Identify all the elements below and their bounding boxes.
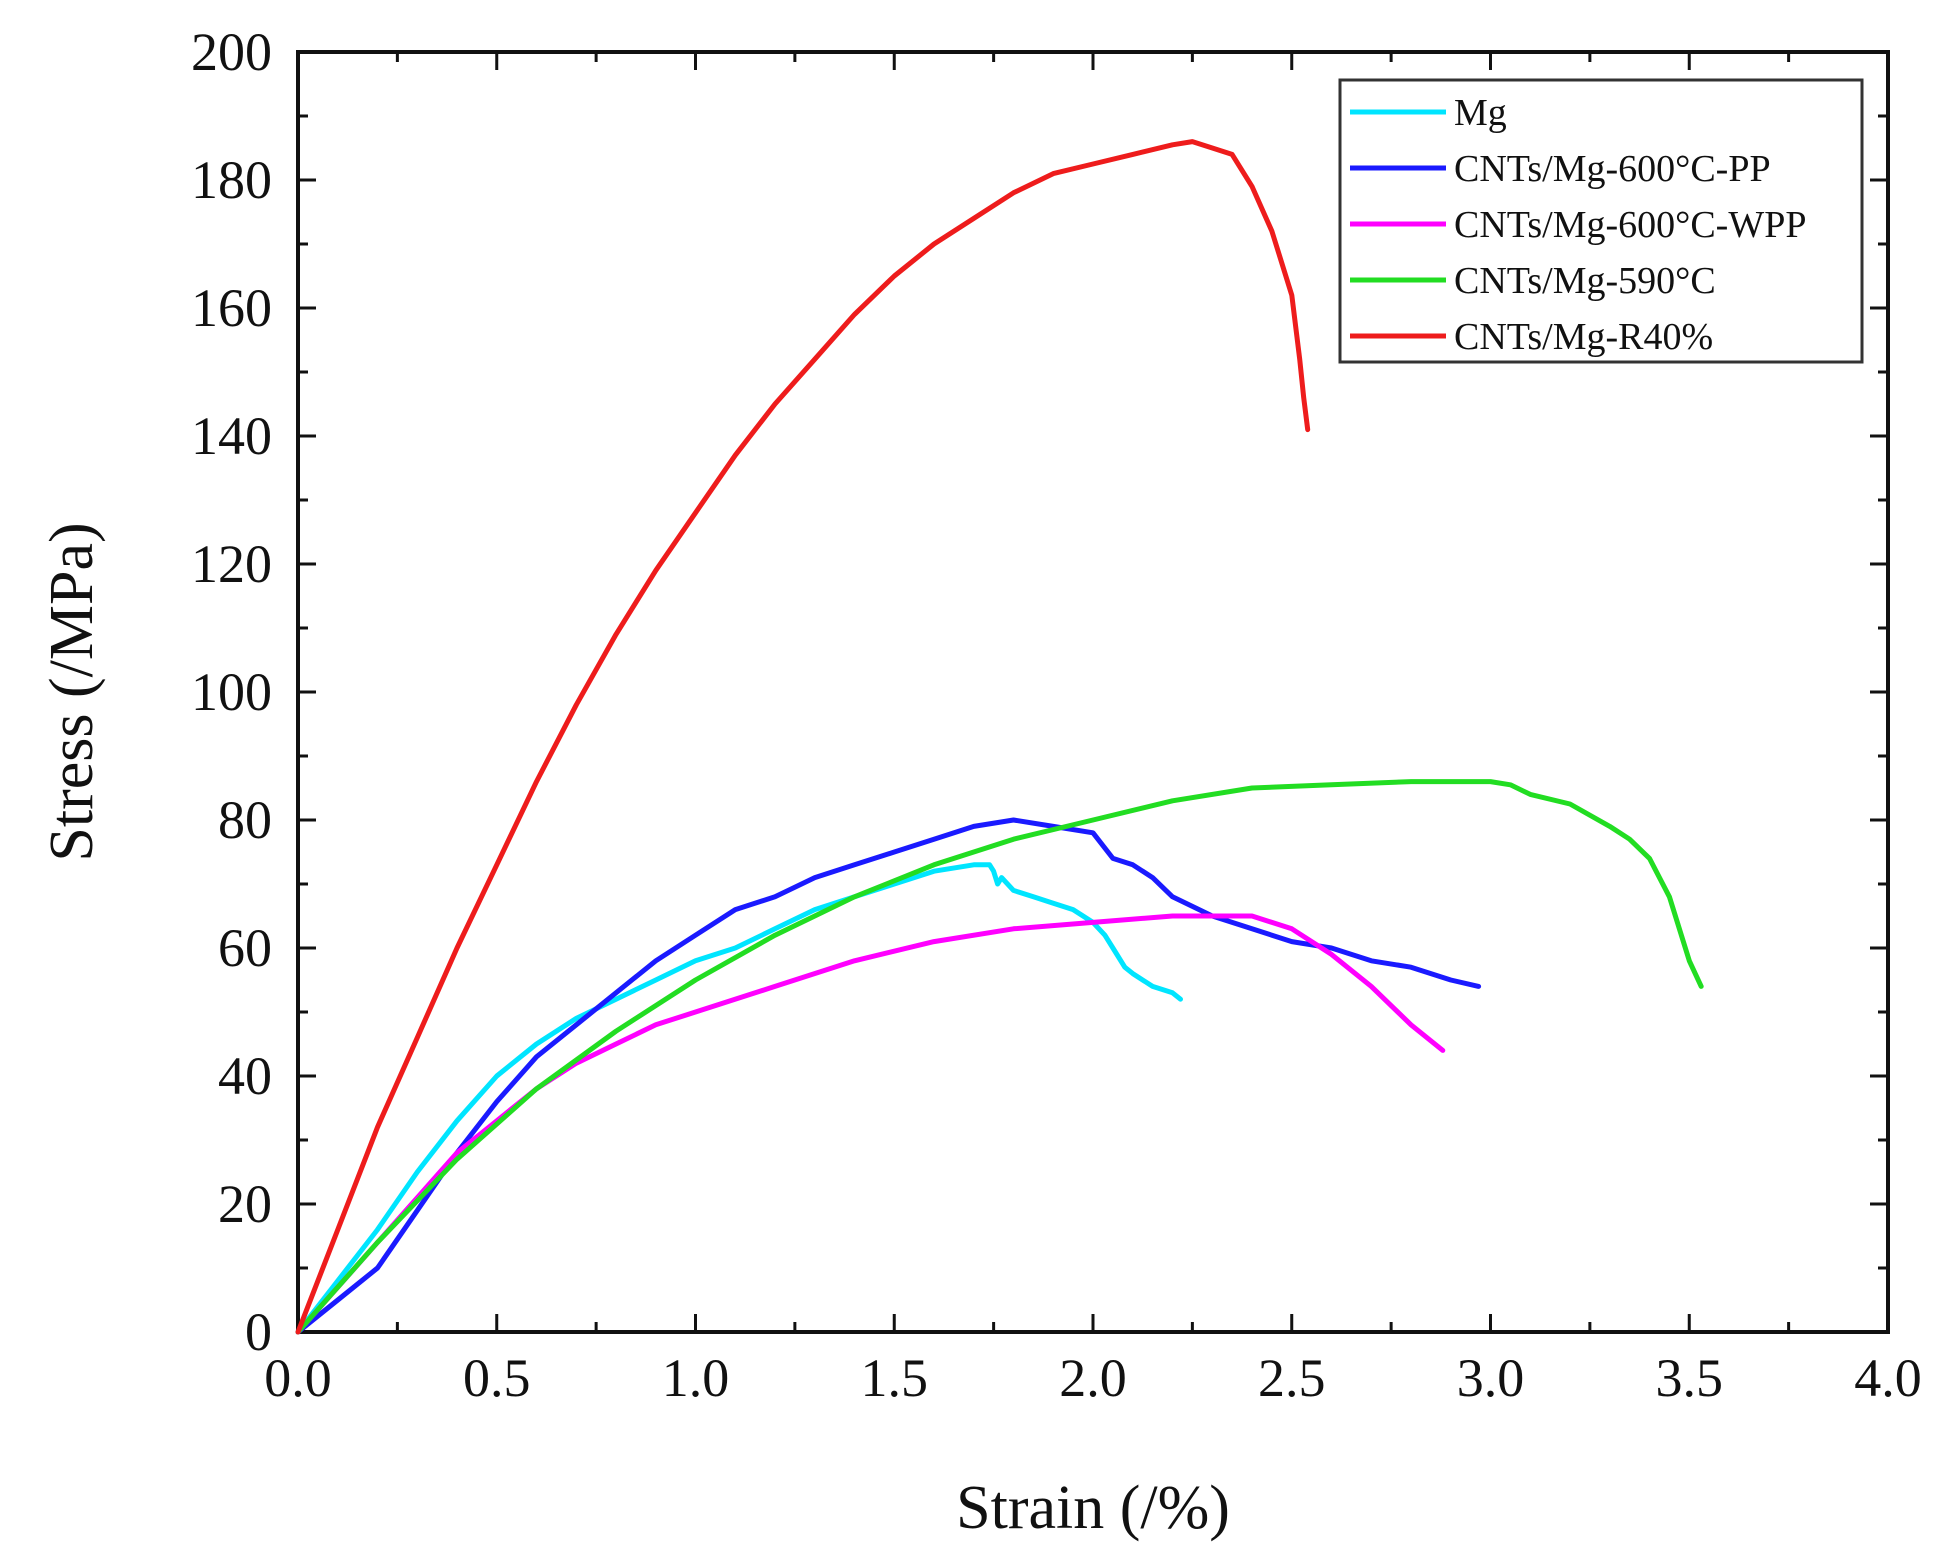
x-tick-label: 0.5 <box>463 1348 531 1408</box>
y-tick-label: 60 <box>218 918 272 978</box>
series-line-mg <box>295 862 1183 1335</box>
y-tick-label: 160 <box>191 278 272 338</box>
y-tick-label: 100 <box>191 662 272 722</box>
x-tick-label: 2.5 <box>1258 1348 1326 1408</box>
x-tick-label: 1.0 <box>662 1348 730 1408</box>
x-tick-labels: 0.0 0.5 1.0 1.5 2.0 2.5 3.0 3.5 4.0 <box>264 1348 1922 1408</box>
y-axis-title: Stress (/MPa) <box>38 522 106 861</box>
x-tick-label: 3.5 <box>1656 1348 1724 1408</box>
y-tick-label: 20 <box>218 1174 272 1234</box>
series-line-cnts-mg-r40 <box>295 139 1311 1335</box>
y-tick-label: 140 <box>191 406 272 466</box>
y-tick-label: 180 <box>191 150 272 210</box>
x-tick-label: 0.0 <box>264 1348 332 1408</box>
axis-ticks <box>296 50 1890 1334</box>
y-tick-labels: 0 20 40 60 80 100 120 140 160 180 200 <box>191 22 272 1362</box>
series-lines <box>295 139 1704 1335</box>
series-line-cnts-mg-600-c-pp <box>295 817 1482 1335</box>
series-line-cnts-mg-590-c <box>295 779 1704 1335</box>
x-tick-label: 3.0 <box>1457 1348 1525 1408</box>
y-tick-label: 0 <box>245 1302 272 1362</box>
series-line-cnts-mg-600-c-wpp <box>295 913 1446 1335</box>
legend-label: CNTs/Mg-600°C-PP <box>1454 148 1771 190</box>
y-tick-label: 120 <box>191 534 272 594</box>
y-tick-label: 40 <box>218 1046 272 1106</box>
y-tick-label: 80 <box>218 790 272 850</box>
legend-box <box>1338 78 1864 364</box>
x-axis-title: Strain (/%) <box>956 1474 1230 1542</box>
legend: Mg CNTs/Mg-600°C-PP CNTs/Mg-600°C-WPP CNTs/… <box>1338 78 1864 364</box>
legend-label: CNTs/Mg-590°C <box>1454 260 1716 302</box>
x-tick-label: 4.0 <box>1854 1348 1922 1408</box>
legend-label: Mg <box>1454 92 1507 134</box>
x-tick-label: 1.5 <box>861 1348 929 1408</box>
y-tick-label: 200 <box>191 22 272 82</box>
legend-entries: Mg CNTs/Mg-600°C-PP CNTs/Mg-600°C-WPP CNTs/… <box>1350 92 1806 358</box>
legend-label: CNTs/Mg-600°C-WPP <box>1454 204 1806 246</box>
legend-label: CNTs/Mg-R40% <box>1454 316 1713 358</box>
x-tick-label: 2.0 <box>1059 1348 1127 1408</box>
